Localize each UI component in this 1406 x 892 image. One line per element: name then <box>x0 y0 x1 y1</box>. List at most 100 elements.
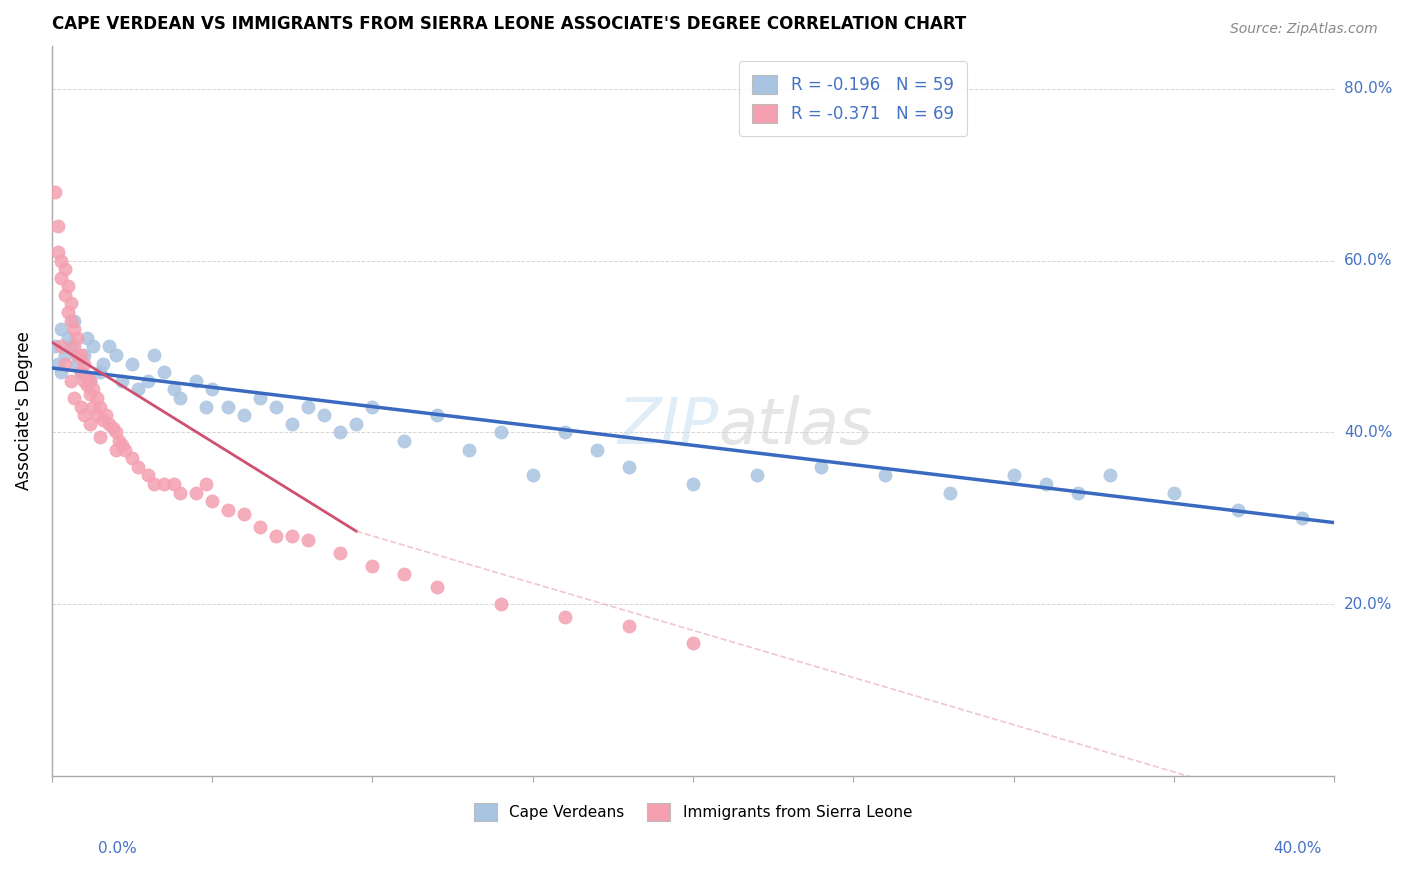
Point <box>59 374 82 388</box>
Point <box>76 331 98 345</box>
Point <box>194 477 217 491</box>
Point <box>46 357 69 371</box>
Point <box>59 314 82 328</box>
Point <box>63 314 86 328</box>
Point <box>617 459 640 474</box>
Point <box>121 357 143 371</box>
Point <box>46 244 69 259</box>
Point <box>143 477 166 491</box>
Point <box>82 383 104 397</box>
Point <box>79 374 101 388</box>
Point <box>91 412 114 426</box>
Point <box>489 425 512 440</box>
Point <box>1291 511 1313 525</box>
Point <box>522 468 544 483</box>
Point <box>1002 468 1025 483</box>
Point <box>682 636 704 650</box>
Point <box>69 365 91 379</box>
Point <box>329 546 352 560</box>
Point <box>89 400 111 414</box>
Point <box>114 442 136 457</box>
Text: ZIP: ZIP <box>617 394 718 457</box>
Point <box>233 408 256 422</box>
Point <box>56 331 79 345</box>
Point <box>217 400 239 414</box>
Point <box>76 369 98 384</box>
Point <box>810 459 832 474</box>
Point <box>82 400 104 414</box>
Point <box>63 391 86 405</box>
Point <box>66 331 89 345</box>
Text: Source: ZipAtlas.com: Source: ZipAtlas.com <box>1230 22 1378 37</box>
Point <box>44 339 66 353</box>
Point <box>875 468 897 483</box>
Point <box>79 374 101 388</box>
Point <box>56 279 79 293</box>
Point <box>457 442 479 457</box>
Text: 60.0%: 60.0% <box>1344 253 1392 268</box>
Point <box>46 219 69 234</box>
Point <box>127 459 149 474</box>
Point <box>111 374 134 388</box>
Point <box>96 408 118 422</box>
Text: 80.0%: 80.0% <box>1344 81 1392 96</box>
Point <box>617 619 640 633</box>
Point <box>56 305 79 319</box>
Point <box>297 533 319 547</box>
Point <box>361 558 384 573</box>
Point <box>217 502 239 516</box>
Point <box>98 339 121 353</box>
Point <box>747 468 769 483</box>
Point <box>51 322 73 336</box>
Point <box>66 357 89 371</box>
Text: 20.0%: 20.0% <box>1344 597 1392 612</box>
Point <box>63 322 86 336</box>
Point <box>73 374 96 388</box>
Point <box>425 580 447 594</box>
Point <box>89 430 111 444</box>
Point <box>425 408 447 422</box>
Point <box>89 365 111 379</box>
Point <box>136 374 159 388</box>
Point <box>201 494 224 508</box>
Y-axis label: Associate's Degree: Associate's Degree <box>15 332 32 491</box>
Point <box>1227 502 1250 516</box>
Point <box>489 597 512 611</box>
Point <box>585 442 607 457</box>
Point <box>82 339 104 353</box>
Point <box>79 386 101 401</box>
Point <box>104 442 127 457</box>
Point <box>329 425 352 440</box>
Point <box>281 528 304 542</box>
Point <box>76 378 98 392</box>
Point <box>184 374 207 388</box>
Point <box>51 339 73 353</box>
Text: atlas: atlas <box>718 394 873 457</box>
Point <box>86 391 108 405</box>
Point <box>233 507 256 521</box>
Point <box>101 421 124 435</box>
Point <box>297 400 319 414</box>
Point <box>169 485 191 500</box>
Point <box>344 417 367 431</box>
Point <box>121 451 143 466</box>
Point <box>314 408 336 422</box>
Point <box>98 417 121 431</box>
Point <box>184 485 207 500</box>
Point <box>104 348 127 362</box>
Point <box>73 408 96 422</box>
Point <box>554 610 576 624</box>
Point <box>73 348 96 362</box>
Point <box>53 348 76 362</box>
Point <box>51 365 73 379</box>
Point <box>201 383 224 397</box>
Text: 0.0%: 0.0% <box>98 841 138 856</box>
Point <box>554 425 576 440</box>
Text: 40.0%: 40.0% <box>1344 425 1392 440</box>
Point <box>1163 485 1185 500</box>
Point <box>53 357 76 371</box>
Point <box>44 185 66 199</box>
Point <box>69 400 91 414</box>
Point <box>73 357 96 371</box>
Point <box>264 528 287 542</box>
